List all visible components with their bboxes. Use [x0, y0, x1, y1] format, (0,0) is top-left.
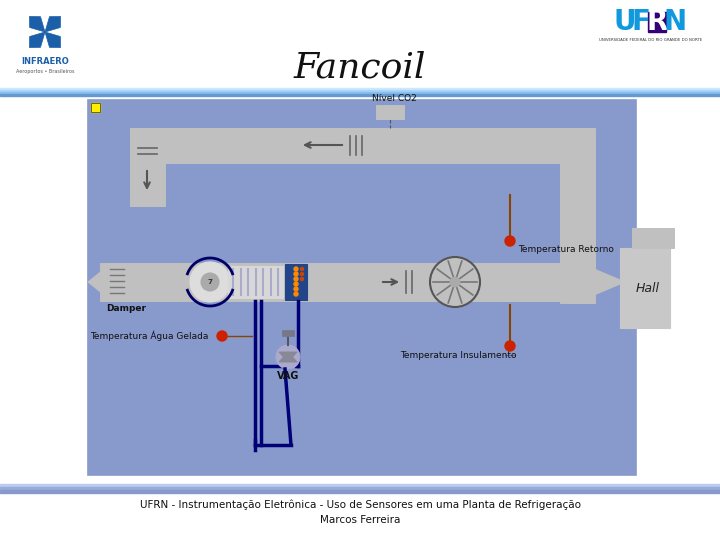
Bar	[0, 92, 720, 94]
Bar	[285, 264, 307, 300]
Circle shape	[300, 273, 304, 275]
Bar	[632, 228, 674, 248]
Circle shape	[505, 341, 515, 351]
Circle shape	[505, 236, 515, 246]
Circle shape	[190, 262, 230, 302]
Circle shape	[294, 272, 298, 276]
Text: Hall: Hall	[636, 281, 660, 294]
Bar	[560, 128, 595, 303]
Text: Temperatura Água Gelada: Temperatura Água Gelada	[90, 330, 208, 341]
Bar	[0, 484, 720, 487]
Polygon shape	[580, 263, 625, 301]
Text: Nível CO2: Nível CO2	[372, 94, 416, 103]
Bar	[620, 248, 670, 328]
Circle shape	[294, 277, 298, 281]
Bar	[130, 128, 595, 163]
Text: Fancoil: Fancoil	[294, 51, 426, 85]
Text: Temperatura Retorno: Temperatura Retorno	[518, 246, 614, 254]
Text: UFRN - Instrumentação Eletrônica - Uso de Sensores em uma Planta de Refrigeração: UFRN - Instrumentação Eletrônica - Uso d…	[140, 500, 580, 510]
Bar	[0, 90, 720, 92]
Text: VAG: VAG	[276, 371, 300, 381]
Bar	[282, 330, 294, 336]
Bar	[91, 103, 100, 112]
Text: R: R	[647, 8, 667, 36]
Text: Marcos Ferreira: Marcos Ferreira	[320, 515, 400, 525]
Bar	[376, 105, 404, 119]
Text: UNIVERSIDADE FEDERAL DO RIO GRANDE DO NORTE: UNIVERSIDADE FEDERAL DO RIO GRANDE DO NO…	[599, 38, 703, 42]
Circle shape	[300, 267, 304, 271]
Bar	[91, 103, 100, 112]
Bar	[100, 263, 580, 301]
Circle shape	[294, 287, 298, 291]
Circle shape	[450, 277, 460, 287]
Circle shape	[294, 282, 298, 286]
Text: U: U	[613, 8, 636, 36]
Circle shape	[276, 345, 300, 369]
Text: Aeroportos • Brasileiros: Aeroportos • Brasileiros	[16, 69, 74, 73]
Polygon shape	[45, 32, 60, 48]
Circle shape	[294, 267, 298, 271]
Polygon shape	[279, 352, 297, 362]
Bar	[0, 490, 720, 493]
Bar	[88, 100, 636, 475]
Bar	[0, 487, 720, 490]
Bar	[130, 128, 165, 206]
Circle shape	[430, 257, 480, 307]
Circle shape	[294, 292, 298, 296]
Bar	[0, 94, 720, 96]
Bar	[648, 12, 666, 32]
Text: Damper: Damper	[106, 304, 146, 313]
Polygon shape	[45, 16, 60, 32]
Bar	[228, 266, 283, 298]
Circle shape	[217, 331, 227, 341]
Text: F: F	[631, 8, 650, 36]
Text: N: N	[663, 8, 687, 36]
Bar	[0, 88, 720, 90]
Polygon shape	[88, 266, 108, 298]
Polygon shape	[279, 352, 297, 362]
Polygon shape	[30, 16, 45, 32]
Polygon shape	[30, 32, 45, 48]
Circle shape	[201, 273, 219, 291]
Circle shape	[300, 278, 304, 280]
Text: 7: 7	[207, 279, 212, 285]
Text: Temperatura Insulamento: Temperatura Insulamento	[400, 350, 516, 360]
Text: INFRAERO: INFRAERO	[21, 57, 69, 66]
